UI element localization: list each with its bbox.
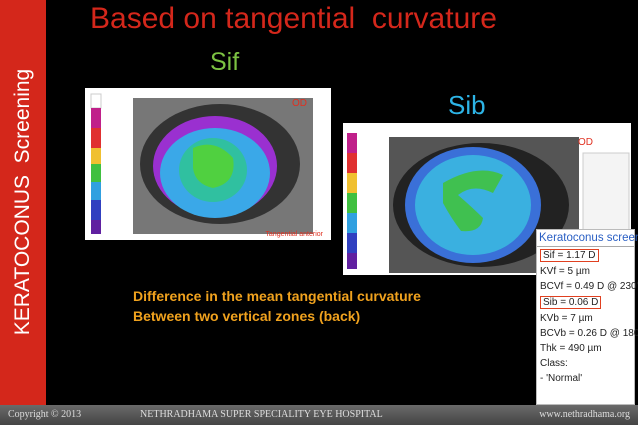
panel-item: - 'Normal' — [537, 371, 634, 386]
panel-item-text: KVf = 5 µm — [540, 266, 590, 277]
website: www.nethradhama.org — [539, 409, 630, 420]
screening-panel: Keratoconus screening Sif = 1.17 D KVf = … — [536, 229, 638, 405]
title: Based on tangential curvature — [90, 2, 497, 35]
panel-item: BCVf = 0.49 D @ 230° — [537, 279, 638, 294]
copyright: Copyright © 2013 — [8, 409, 82, 420]
eye-label: OD — [578, 137, 593, 148]
panel-item: KVb = 7 µm — [537, 311, 634, 326]
panel-item: BCVb = 0.26 D @ 180° — [537, 326, 638, 341]
panel-item-text: - 'Normal' — [540, 373, 583, 384]
panel-item-text: Class: — [540, 358, 568, 369]
caption: Tangential anterior — [265, 231, 323, 238]
panel-item: Thk = 490 µm — [537, 341, 634, 356]
panel-item-text: BCVf = 0.49 D @ 230° — [540, 281, 638, 292]
panel-item-text: Sif = 1.17 D — [540, 249, 599, 262]
sif-label: Sif — [210, 48, 240, 76]
description-line: Between two vertical zones (back) — [133, 308, 361, 324]
panel-item: Sib = 0.06 D — [537, 294, 634, 311]
panel-title: Keratoconus screening — [537, 230, 638, 247]
sidebar: KERATOCONUS Screening — [0, 0, 46, 405]
panel-item-text: KVb = 7 µm — [540, 313, 593, 324]
panel-item: KVf = 5 µm — [537, 264, 634, 279]
screenshot-back: OD — [343, 123, 631, 275]
eye-label: OD — [292, 98, 307, 109]
panel-item-text: BCVb = 0.26 D @ 180° — [540, 328, 638, 339]
description-line: Difference in the mean tangential curvat… — [133, 288, 421, 304]
screenshot-front: OD Tangential anterior — [85, 88, 331, 240]
panel-item: Sif = 1.17 D — [537, 247, 634, 264]
footer: Copyright © 2013 NETHRADHAMA SUPER SPECI… — [0, 405, 638, 425]
panel-item: Class: — [537, 356, 634, 371]
panel-items: Sif = 1.17 D KVf = 5 µm BCVf = 0.49 D @ 23… — [537, 247, 638, 386]
panel-item-text: Thk = 490 µm — [540, 343, 602, 354]
sidebar-text: KERATOCONUS Screening — [11, 68, 34, 336]
hospital-name: NETHRADHAMA SUPER SPECIALITY EYE HOSPITA… — [140, 409, 383, 420]
sib-label: Sib — [448, 90, 486, 120]
panel-item-text: Sib = 0.06 D — [540, 296, 602, 309]
